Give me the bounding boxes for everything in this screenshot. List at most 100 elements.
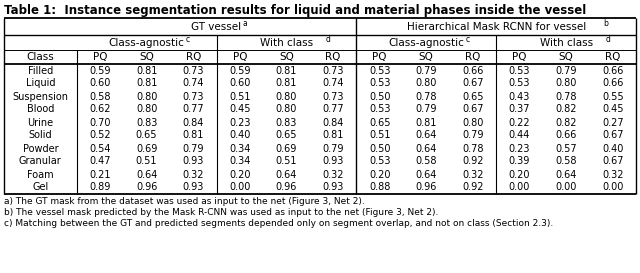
- Text: 0.64: 0.64: [415, 170, 437, 180]
- Text: d: d: [605, 35, 610, 44]
- Text: Foam: Foam: [27, 170, 54, 180]
- Text: 0.77: 0.77: [182, 105, 204, 114]
- Text: 0.20: 0.20: [229, 170, 251, 180]
- Text: 0.43: 0.43: [509, 91, 530, 102]
- Text: Granular: Granular: [19, 156, 61, 167]
- Text: 0.27: 0.27: [602, 117, 623, 127]
- Text: 0.47: 0.47: [89, 156, 111, 167]
- Text: GT vessel: GT vessel: [191, 22, 241, 31]
- Text: 0.80: 0.80: [136, 105, 157, 114]
- Text: 0.53: 0.53: [509, 79, 530, 88]
- Text: 0.93: 0.93: [323, 156, 344, 167]
- Text: 0.81: 0.81: [136, 66, 157, 76]
- Text: With class: With class: [260, 37, 313, 48]
- Text: Solid: Solid: [29, 130, 52, 141]
- Text: RQ: RQ: [186, 52, 201, 62]
- Text: 0.80: 0.80: [136, 91, 157, 102]
- Text: d: d: [326, 35, 330, 44]
- Text: 0.80: 0.80: [276, 91, 297, 102]
- Text: b) The vessel mask predicted by the Mask R-CNN was used as input to the net (Fig: b) The vessel mask predicted by the Mask…: [4, 208, 438, 217]
- Text: 0.73: 0.73: [323, 66, 344, 76]
- Text: 0.64: 0.64: [415, 144, 437, 153]
- Text: 0.51: 0.51: [136, 156, 157, 167]
- Text: 0.92: 0.92: [462, 156, 484, 167]
- Text: 0.66: 0.66: [462, 66, 484, 76]
- Text: 0.79: 0.79: [415, 66, 437, 76]
- Text: RQ: RQ: [605, 52, 620, 62]
- Text: PQ: PQ: [512, 52, 527, 62]
- Text: 0.84: 0.84: [182, 117, 204, 127]
- Text: 0.93: 0.93: [182, 182, 204, 192]
- Text: 0.53: 0.53: [369, 156, 390, 167]
- Text: 0.62: 0.62: [89, 105, 111, 114]
- Text: b: b: [603, 19, 608, 28]
- Text: c) Matching between the GT and predicted segments depended only on segment overl: c) Matching between the GT and predicted…: [4, 219, 553, 228]
- Text: 0.74: 0.74: [182, 79, 204, 88]
- Text: 0.53: 0.53: [369, 79, 390, 88]
- Text: 0.51: 0.51: [229, 91, 251, 102]
- Text: 0.58: 0.58: [415, 156, 437, 167]
- Text: 0.67: 0.67: [462, 105, 484, 114]
- Text: 0.69: 0.69: [136, 144, 157, 153]
- Text: 0.52: 0.52: [89, 130, 111, 141]
- Text: Liquid: Liquid: [26, 79, 55, 88]
- Text: 0.96: 0.96: [415, 182, 437, 192]
- Text: 0.32: 0.32: [462, 170, 484, 180]
- Text: Powder: Powder: [22, 144, 58, 153]
- Text: 0.00: 0.00: [602, 182, 623, 192]
- Text: Class-agnostic: Class-agnostic: [109, 37, 184, 48]
- Text: 0.53: 0.53: [369, 66, 390, 76]
- Text: 0.51: 0.51: [369, 130, 390, 141]
- Text: 0.57: 0.57: [556, 144, 577, 153]
- Text: 0.20: 0.20: [509, 170, 530, 180]
- Text: Blood: Blood: [27, 105, 54, 114]
- Text: 0.84: 0.84: [323, 117, 344, 127]
- Text: Suspension: Suspension: [12, 91, 68, 102]
- Text: SQ: SQ: [559, 52, 573, 62]
- Text: 0.78: 0.78: [462, 144, 484, 153]
- Text: a: a: [243, 19, 247, 28]
- Text: PQ: PQ: [372, 52, 387, 62]
- Text: 0.81: 0.81: [276, 79, 297, 88]
- Text: 0.45: 0.45: [602, 105, 623, 114]
- Text: 0.55: 0.55: [602, 91, 623, 102]
- Text: 0.80: 0.80: [276, 105, 297, 114]
- Text: 0.79: 0.79: [323, 144, 344, 153]
- Text: RQ: RQ: [325, 52, 340, 62]
- Text: 0.74: 0.74: [323, 79, 344, 88]
- Text: 0.66: 0.66: [556, 130, 577, 141]
- Text: a) The GT mask from the dataset was used as input to the net (Figure 3, Net 2).: a) The GT mask from the dataset was used…: [4, 197, 365, 206]
- Text: 0.81: 0.81: [415, 117, 437, 127]
- Text: 0.92: 0.92: [462, 182, 484, 192]
- Text: 0.83: 0.83: [276, 117, 297, 127]
- Text: 0.82: 0.82: [556, 105, 577, 114]
- Text: SQ: SQ: [279, 52, 294, 62]
- Text: 0.32: 0.32: [182, 170, 204, 180]
- Text: 0.93: 0.93: [182, 156, 204, 167]
- Text: 0.69: 0.69: [276, 144, 297, 153]
- Text: 0.65: 0.65: [369, 117, 390, 127]
- Text: 0.65: 0.65: [136, 130, 157, 141]
- Text: 0.00: 0.00: [229, 182, 250, 192]
- Text: 0.64: 0.64: [415, 130, 437, 141]
- Text: 0.73: 0.73: [323, 91, 344, 102]
- Text: Gel: Gel: [32, 182, 49, 192]
- Text: 0.78: 0.78: [556, 91, 577, 102]
- Text: 0.81: 0.81: [323, 130, 344, 141]
- Text: 0.66: 0.66: [602, 79, 623, 88]
- Text: 0.80: 0.80: [462, 117, 484, 127]
- Text: 0.89: 0.89: [90, 182, 111, 192]
- Text: 0.44: 0.44: [509, 130, 530, 141]
- Text: 0.60: 0.60: [90, 79, 111, 88]
- Text: With class: With class: [540, 37, 593, 48]
- Text: 0.79: 0.79: [182, 144, 204, 153]
- Text: 0.51: 0.51: [276, 156, 297, 167]
- Text: 0.21: 0.21: [89, 170, 111, 180]
- Text: 0.37: 0.37: [509, 105, 530, 114]
- Text: 0.81: 0.81: [136, 79, 157, 88]
- Text: c: c: [186, 35, 190, 44]
- Text: 0.32: 0.32: [323, 170, 344, 180]
- Text: 0.34: 0.34: [229, 144, 250, 153]
- Text: 0.81: 0.81: [182, 130, 204, 141]
- Text: 0.83: 0.83: [136, 117, 157, 127]
